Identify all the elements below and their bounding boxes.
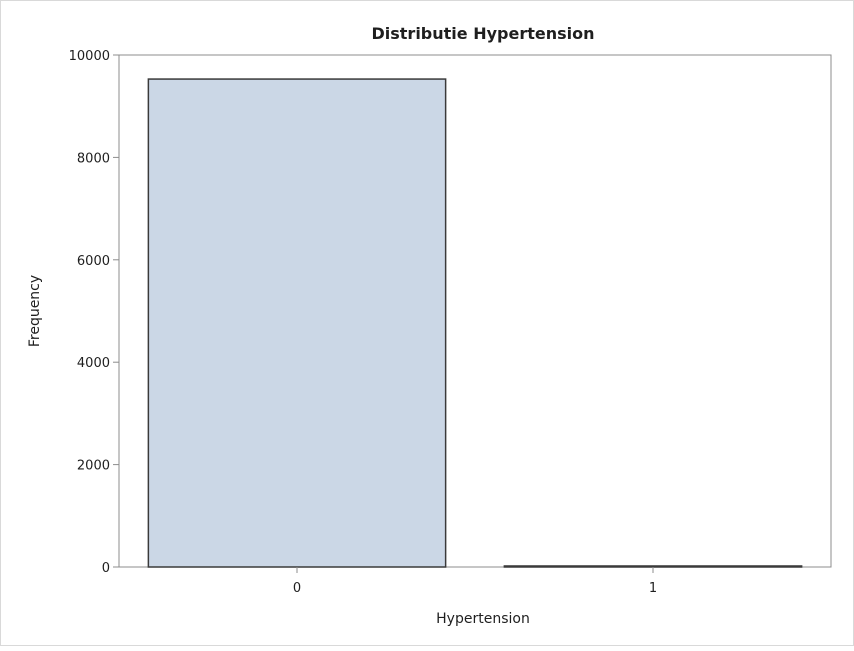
y-axis-label: Frequency bbox=[27, 275, 43, 347]
y-tick-label: 4000 bbox=[77, 356, 110, 371]
y-tick-label: 6000 bbox=[77, 254, 110, 269]
x-tick-label: 0 bbox=[293, 581, 301, 596]
chart-title: Distributie Hypertension bbox=[371, 24, 594, 43]
x-tick-label: 1 bbox=[649, 581, 657, 596]
bar-0 bbox=[147, 78, 447, 568]
bars bbox=[147, 78, 803, 568]
y-tick-label: 2000 bbox=[77, 459, 110, 474]
y-tick-label: 0 bbox=[102, 561, 110, 576]
y-tick-label: 8000 bbox=[77, 151, 110, 166]
x-axis-label: Hypertension bbox=[436, 611, 530, 627]
y-tick-label: 10000 bbox=[69, 49, 110, 64]
y-axis: 0 2000 4000 6000 8000 10000 bbox=[69, 49, 119, 576]
bar-1 bbox=[503, 565, 803, 568]
